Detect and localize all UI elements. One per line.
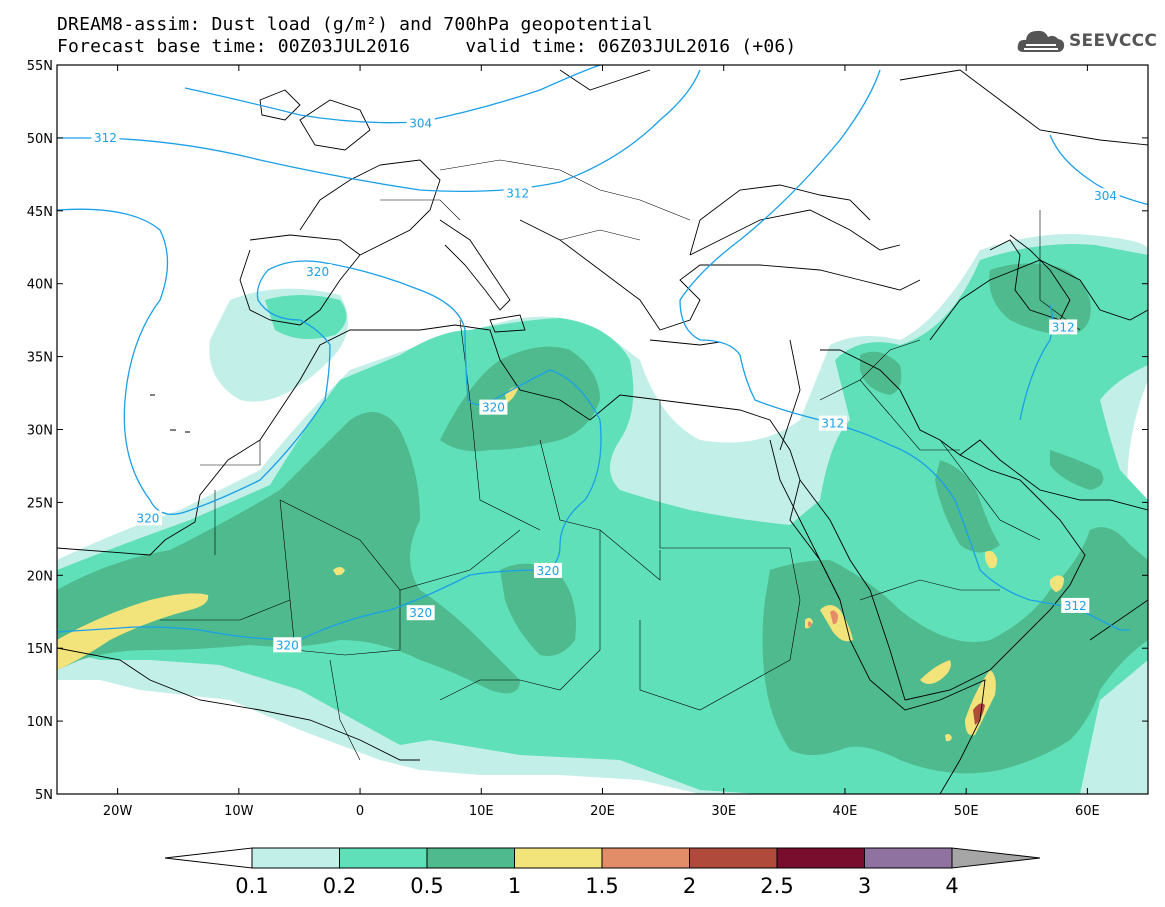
contour-label: 312 — [1064, 599, 1087, 613]
colorbar-label: 0.5 — [410, 874, 443, 898]
contour-label-bg — [303, 264, 332, 280]
contour-label-bg — [1061, 597, 1090, 613]
colorbar-segment — [689, 847, 778, 869]
lon-tick-label: 40E — [833, 804, 858, 819]
colorbar-label: 0.2 — [323, 874, 356, 898]
colorbar-segment — [776, 847, 865, 869]
lon-tick-label: 50E — [954, 804, 979, 819]
contour-label: 312 — [94, 131, 117, 145]
contour-label-bg — [533, 562, 562, 578]
lat-tick-label: 45N — [27, 205, 53, 220]
dust-field: 312 304 312 304 320 312 320 312 320 320 320 320 312 — [57, 65, 1148, 794]
lat-tick-label: 35N — [27, 351, 53, 366]
contour-label: 312 — [1052, 320, 1075, 334]
contour-label: 320 — [536, 564, 559, 578]
dust-level-0.5 — [57, 263, 1148, 774]
contour-label: 320 — [276, 638, 299, 652]
contour-label-bg — [503, 185, 532, 201]
contour-label-bg — [479, 399, 508, 415]
seevccc-logo: SEEVCCC — [1016, 26, 1157, 56]
lat-tick-label: 30N — [27, 424, 53, 439]
colorbar-label: 2 — [683, 874, 696, 898]
colorbar: 0.1 0.2 0.5 1 1.5 2 2.5 3 4 — [164, 847, 1041, 898]
lat-tick-label: 20N — [27, 569, 53, 584]
dust-level-high — [808, 610, 985, 725]
contour-label: 320 — [306, 265, 329, 279]
colorbar-label: 1.5 — [585, 874, 618, 898]
contour-label-bg — [1049, 319, 1078, 335]
contour-label: 312 — [821, 417, 844, 431]
dust-level-1 — [57, 387, 1064, 742]
coastlines — [57, 69, 1148, 794]
colorbar-segment — [426, 847, 515, 869]
lat-tick-label: 50N — [27, 132, 53, 147]
contour-label-bg — [406, 605, 435, 621]
colorbar-label: 1 — [508, 874, 521, 898]
contour-label: 304 — [1094, 189, 1117, 203]
lat-tick-label: 5N — [35, 788, 53, 803]
contour-label: 304 — [409, 116, 432, 130]
lat-tick-label: 25N — [27, 496, 53, 511]
colorbar-label: 2.5 — [760, 874, 793, 898]
contour-label: 312 — [506, 186, 529, 200]
contour-label: 320 — [482, 401, 505, 415]
contour-label-bg — [91, 129, 120, 145]
cloud-logo-icon — [1017, 30, 1065, 52]
contour-label-bg — [133, 510, 162, 526]
lon-tick-label: 30E — [711, 804, 736, 819]
contour-label-bg — [818, 415, 847, 431]
lat-tick-label: 55N — [27, 59, 53, 74]
colorbar-under-arrow — [164, 847, 253, 869]
lon-tick-label: 0 — [356, 804, 364, 819]
colorbar-label: 3 — [858, 874, 871, 898]
colorbar-segment — [251, 847, 340, 869]
lon-tick-label: 60E — [1075, 804, 1100, 819]
lon-tick-label: 20E — [590, 804, 615, 819]
map-subtitle: Forecast base time: 00Z03JUL2016 valid t… — [57, 36, 797, 57]
latitude-axis: 55N 50N 45N 40N 35N 30N 25N 20N 15N 10N 5N — [27, 59, 1148, 803]
lat-tick-label: 40N — [27, 278, 53, 293]
contour-label-bg — [406, 115, 435, 131]
contour-label: 320 — [136, 511, 159, 525]
lat-tick-label: 10N — [27, 715, 53, 730]
colorbar-segment — [514, 847, 603, 869]
colorbar-over-arrow — [951, 847, 1041, 869]
map-title: DREAM8-assim: Dust load (g/m²) and 700hP… — [57, 14, 653, 35]
borders — [160, 159, 1081, 761]
contour-label-bg — [1091, 188, 1120, 204]
logo-text: SEEVCCC — [1069, 31, 1158, 51]
lon-tick-label: 10E — [469, 804, 494, 819]
colorbar-label: 0.1 — [235, 874, 268, 898]
contour-labels: 312 304 312 304 320 312 320 312 320 320 320 320 312 — [91, 115, 1120, 653]
colorbar-label: 4 — [945, 874, 958, 898]
lon-tick-label: 20W — [103, 804, 133, 819]
contour-label: 320 — [409, 606, 432, 620]
lon-tick-label: 10W — [224, 804, 254, 819]
colorbar-segment — [864, 847, 953, 869]
contour-label-bg — [273, 637, 302, 653]
colorbar-segment — [601, 847, 690, 869]
colorbar-segment — [339, 847, 428, 869]
longitude-axis: 20W 10W 0 10E 20E 30E 40E 50E 60E — [103, 65, 1100, 819]
lat-tick-label: 15N — [27, 642, 53, 657]
